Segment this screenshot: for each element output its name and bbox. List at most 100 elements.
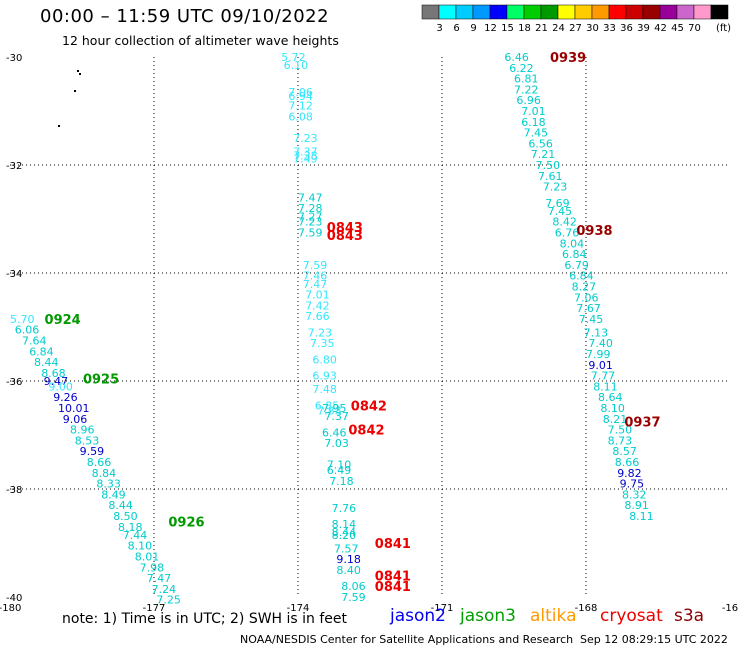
data-point-label: 6.22 bbox=[509, 62, 534, 75]
y-tick-label: -36 bbox=[6, 377, 22, 388]
data-point-label: 9.59 bbox=[80, 445, 105, 458]
data-point-label: 7.59 bbox=[303, 259, 328, 272]
pass-time-label: 0938 bbox=[576, 224, 612, 239]
data-point-label: 7.99 bbox=[586, 348, 611, 361]
colorbar-cell bbox=[659, 4, 678, 20]
data-point-label: 7.23 bbox=[543, 181, 568, 194]
pass-time-label: 0842 bbox=[348, 424, 384, 439]
pass-time-label: 0841 bbox=[375, 537, 411, 552]
legend-jason3: jason3 bbox=[460, 606, 516, 626]
data-point-label: 9.26 bbox=[53, 391, 77, 404]
colorbar-cell bbox=[608, 4, 627, 20]
data-point-label: 6.94 bbox=[288, 90, 313, 103]
data-point-label: 6.49 bbox=[327, 464, 352, 477]
legend-cryosat: cryosat bbox=[600, 606, 663, 626]
data-point-label: 9.01 bbox=[588, 359, 613, 372]
pass-time-label: 0925 bbox=[83, 372, 119, 387]
data-point-label: 7.13 bbox=[584, 326, 609, 339]
colorbar-cell bbox=[676, 4, 695, 20]
data-point-label: 9.82 bbox=[617, 467, 642, 480]
data-point-label: 5.70 bbox=[10, 313, 35, 326]
data-point-label: 7.22 bbox=[514, 83, 539, 96]
data-point-label: 9.00 bbox=[48, 380, 73, 393]
pass-time-label: 0924 bbox=[45, 313, 81, 328]
data-point-label: 6.10 bbox=[284, 59, 309, 72]
pass-time-label: 0841 bbox=[375, 569, 411, 584]
data-point-label: 8.01 bbox=[135, 551, 160, 564]
data-point-label: 7.23 bbox=[293, 132, 318, 145]
pass-time-label: 0843 bbox=[327, 221, 363, 236]
data-point-label: 7.45 bbox=[579, 313, 604, 326]
data-point-label: 6.84 bbox=[562, 248, 587, 261]
data-point-label: 7.10 bbox=[327, 459, 352, 472]
data-point-label: 8.44 bbox=[332, 526, 357, 539]
legend-altika: altika bbox=[530, 606, 577, 626]
data-point-label: 7.95 bbox=[322, 402, 347, 415]
x-tick-label: -16 bbox=[722, 603, 738, 614]
data-point-label: 7.38 bbox=[293, 149, 318, 162]
colorbar-label: 39 bbox=[637, 23, 650, 34]
data-point-label: 8.32 bbox=[622, 488, 647, 501]
data-point-label: 7.18 bbox=[329, 475, 354, 488]
x-tick-label: -180 bbox=[0, 603, 21, 614]
data-point-label: 7.69 bbox=[545, 197, 570, 210]
timestamp: Sep 12 08:29:15 UTC 2022 bbox=[580, 633, 728, 646]
data-point-label: 8.27 bbox=[572, 281, 597, 294]
colorbar-label: 27 bbox=[569, 23, 582, 34]
data-point-label: 9.75 bbox=[620, 478, 645, 491]
data-point-label: 8.49 bbox=[101, 488, 126, 501]
y-tick-label: -32 bbox=[6, 161, 22, 172]
data-point-label: 7.48 bbox=[312, 383, 337, 396]
data-point-label: 7.61 bbox=[538, 170, 563, 183]
data-point-label: 8.10 bbox=[600, 402, 625, 415]
data-point-label: 6.08 bbox=[288, 110, 313, 123]
pass-time-label: 0841 bbox=[375, 580, 411, 595]
data-point-label: 7.46 bbox=[303, 270, 328, 283]
data-point-label: 10.01 bbox=[58, 402, 90, 415]
data-point-label: 8.20 bbox=[332, 529, 357, 542]
data-point-label: 7.83 bbox=[317, 405, 342, 418]
credit-text: NOAA/NESDIS Center for Satellite Applica… bbox=[240, 633, 574, 646]
colorbar-label: 21 bbox=[535, 23, 548, 34]
data-point-label: 5.72 bbox=[281, 51, 306, 64]
y-tick-label: -40 bbox=[6, 593, 22, 604]
data-point-label: 8.66 bbox=[87, 456, 112, 469]
colorbar-label: 24 bbox=[552, 23, 565, 34]
data-point-label: 6.06 bbox=[15, 324, 40, 337]
data-point-label: 8.73 bbox=[608, 434, 633, 447]
land-speck bbox=[79, 73, 81, 75]
data-point-label: 7.06 bbox=[288, 86, 313, 99]
colorbar-label: 33 bbox=[603, 23, 616, 34]
colorbar-cell bbox=[557, 4, 576, 20]
data-point-label: 7.23 bbox=[308, 326, 333, 339]
colorbar-cell bbox=[489, 4, 508, 20]
data-point-label: 8.11 bbox=[629, 510, 654, 523]
legend-jason2: jason2 bbox=[390, 606, 446, 626]
data-point-label: 6.76 bbox=[555, 227, 580, 240]
data-point-label: 7.64 bbox=[22, 335, 47, 348]
data-point-label: 8.14 bbox=[332, 518, 357, 531]
colorbar-unit: (ft) bbox=[716, 23, 731, 34]
data-point-label: 7.42 bbox=[305, 299, 330, 312]
data-point-label: 7.23 bbox=[298, 216, 323, 229]
data-point-label: 7.27 bbox=[298, 210, 323, 223]
y-tick-label: -38 bbox=[6, 485, 22, 496]
colorbar-cell bbox=[591, 4, 610, 20]
data-point-label: 8.68 bbox=[41, 367, 65, 380]
data-point-label: 7.06 bbox=[574, 291, 599, 304]
data-point-label: 7.35 bbox=[310, 337, 335, 350]
x-tick-label: -174 bbox=[287, 603, 310, 614]
colorbar-cell bbox=[506, 4, 525, 20]
colorbar-cell bbox=[421, 4, 440, 20]
data-point-label: 7.45 bbox=[524, 127, 549, 140]
colorbar-label: 42 bbox=[654, 23, 667, 34]
data-point-label: 7.44 bbox=[123, 529, 148, 542]
data-point-label: 8.84 bbox=[92, 467, 117, 480]
data-point-label: 8.44 bbox=[108, 499, 132, 512]
footer-note: note: 1) Time is in UTC; 2) SWH is in fe… bbox=[62, 611, 348, 627]
pass-time-label: 0926 bbox=[168, 515, 204, 530]
data-point-label: 8.50 bbox=[113, 510, 138, 523]
data-point-label: 7.40 bbox=[588, 337, 613, 350]
data-point-label: 8.33 bbox=[96, 478, 121, 491]
pass-time-label: 0843 bbox=[327, 229, 363, 244]
